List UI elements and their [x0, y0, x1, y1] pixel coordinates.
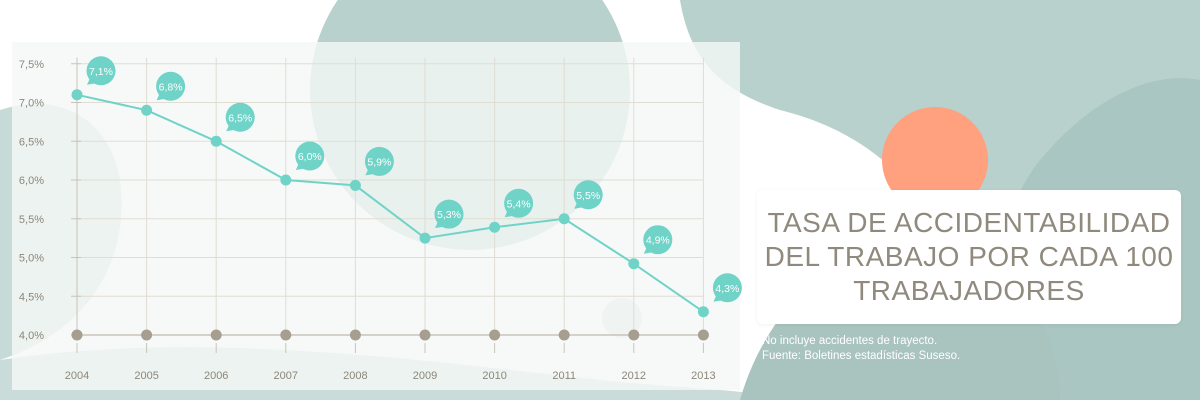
- data-label: 5,4%: [507, 198, 531, 210]
- data-point: [280, 174, 292, 186]
- data-point: [697, 306, 709, 318]
- data-label: 4,3%: [715, 283, 739, 295]
- x-tick-label: 2004: [65, 370, 89, 382]
- data-point: [210, 135, 222, 147]
- x-tick-label: 2011: [552, 370, 576, 382]
- bubble-circle: [156, 71, 186, 101]
- data-point: [419, 232, 431, 244]
- x-tick-label: 2009: [413, 370, 437, 382]
- data-label-bubble: 7,1%: [86, 56, 116, 86]
- data-label-bubble: 6,0%: [295, 141, 325, 171]
- data-label: 5,9%: [367, 156, 391, 168]
- data-label-bubble: 5,3%: [434, 199, 464, 229]
- chart-panel: [12, 42, 740, 390]
- bubble-circle: [295, 141, 325, 171]
- x-tick-label: 2012: [622, 370, 646, 382]
- y-tick-label: 4,5%: [19, 291, 44, 303]
- baseline-dot: [210, 329, 222, 341]
- data-label-bubble: 6,8%: [156, 71, 186, 101]
- data-label: 4,9%: [646, 235, 670, 247]
- x-tick-label: 2005: [134, 370, 158, 382]
- x-tick-label: 2007: [274, 370, 298, 382]
- footnote-source: Fuente: Boletines estadísticas Suseso.: [762, 350, 961, 362]
- data-label-bubble: 5,4%: [504, 188, 534, 218]
- baseline-dot: [71, 329, 83, 341]
- data-label: 6,0%: [298, 151, 322, 163]
- data-label-bubble: 6,5%: [225, 102, 255, 132]
- data-label: 5,3%: [437, 209, 461, 221]
- title-card: TASA DE ACCIDENTABILIDAD DEL TRABAJO POR…: [757, 190, 1181, 324]
- bubble-circle: [643, 225, 673, 255]
- bubble-circle: [712, 273, 742, 303]
- data-label-bubble: 4,3%: [712, 273, 742, 303]
- baseline-dot: [489, 329, 501, 341]
- bubble-circle: [573, 180, 603, 210]
- title-line-1: TASA DE ACCIDENTABILIDAD: [767, 207, 1171, 238]
- x-tick-label: 2008: [343, 370, 367, 382]
- y-tick-label: 7,0%: [19, 98, 44, 110]
- data-label: 5,5%: [576, 190, 600, 202]
- y-tick-label: 6,5%: [19, 136, 44, 148]
- baseline-dot: [141, 329, 153, 341]
- y-tick-label: 5,5%: [19, 214, 44, 226]
- baseline-dot: [697, 329, 709, 341]
- baseline-dot: [280, 329, 292, 341]
- x-tick-label: 2013: [691, 370, 715, 382]
- footnote-exclusion: No incluye accidentes de trayecto.: [762, 335, 938, 347]
- data-labels: 7,1% 6,8% 6,5% 6,0% 5,9% 5,3% 5,4% 5,5% 4,9% 4,3%: [86, 56, 742, 303]
- data-point: [558, 213, 570, 225]
- baseline-dot: [558, 329, 570, 341]
- baseline-dot: [419, 329, 431, 341]
- y-tick-label: 4,0%: [19, 330, 44, 342]
- bubble-circle: [504, 188, 534, 218]
- bubble-circle: [225, 102, 255, 132]
- bubble-circle: [434, 199, 464, 229]
- accent-circle: [882, 107, 988, 213]
- y-tick-label: 5,0%: [19, 253, 44, 265]
- series-line-path: [76, 93, 704, 313]
- data-label-bubble: 4,9%: [643, 225, 673, 255]
- bubble-circle: [364, 146, 394, 176]
- baseline-dot: [349, 329, 361, 341]
- series-line: [76, 93, 704, 313]
- data-point: [628, 258, 640, 270]
- x-tick-label: 2010: [482, 370, 506, 382]
- data-point: [141, 104, 153, 116]
- data-label: 6,5%: [228, 112, 252, 124]
- series-markers: [71, 89, 709, 318]
- footnotes: No incluye accidentes de trayecto. Fuent…: [762, 334, 1182, 364]
- grid-lines: [76, 57, 704, 335]
- y-tick-label: 6,0%: [19, 175, 44, 187]
- data-point: [71, 89, 83, 101]
- data-label: 7,1%: [89, 66, 113, 78]
- y-tick-label: 7,5%: [19, 59, 44, 71]
- bubble-circle: [86, 56, 116, 86]
- data-point: [489, 221, 501, 233]
- data-label-bubble: 5,5%: [573, 180, 603, 210]
- data-label-bubble: 5,9%: [364, 146, 394, 176]
- baseline-dot: [628, 329, 640, 341]
- x-tick-label: 2006: [204, 370, 228, 382]
- title-line-3: TRABAJADORES: [853, 275, 1085, 306]
- data-point: [349, 179, 361, 191]
- axes: 4,0% 4,5% 5,0% 5,5% 6,0% 6,5% 7,0% 7,5% 2004 2005…: [19, 57, 716, 382]
- title-line-2: DEL TRABAJO POR CADA 100: [764, 241, 1174, 272]
- data-label: 6,8%: [159, 81, 183, 93]
